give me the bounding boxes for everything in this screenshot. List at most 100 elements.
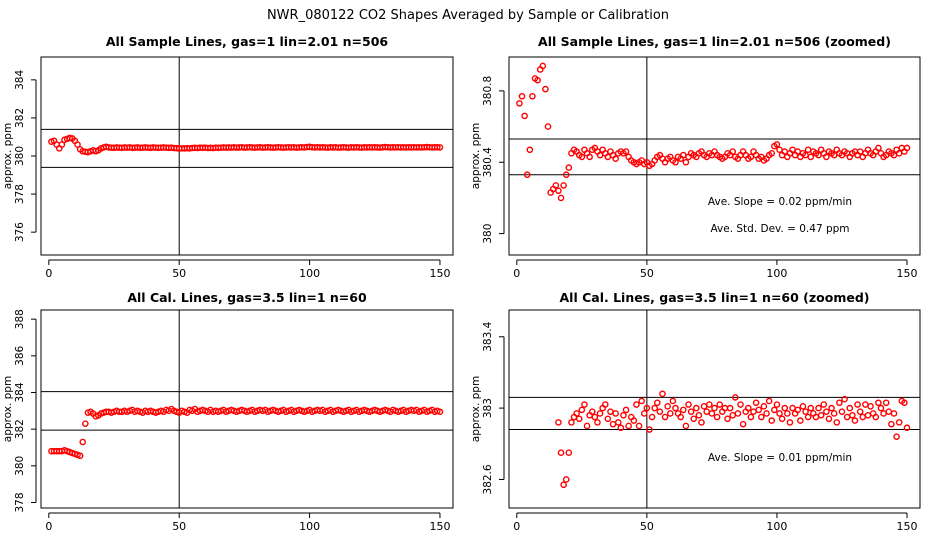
data-point [672, 404, 679, 412]
data-point [763, 410, 770, 417]
data-point [664, 403, 671, 410]
data-point [875, 399, 882, 407]
data-point [565, 449, 573, 457]
data-point [573, 410, 580, 417]
data-point [794, 406, 802, 414]
y-tick-label: 382 [14, 108, 26, 128]
data-point [700, 403, 708, 410]
data-point [877, 404, 885, 412]
data-point [687, 408, 695, 415]
data-point [581, 401, 588, 408]
y-tick-label: 383 [482, 398, 494, 418]
data-point [838, 408, 846, 415]
plot-frame [508, 56, 921, 256]
data-point [856, 408, 864, 415]
data-point [781, 404, 789, 412]
data-point [739, 420, 747, 428]
x-tick-label: 0 [513, 520, 520, 533]
plot-frame [508, 309, 921, 509]
data-point [560, 182, 567, 189]
data-point [588, 408, 596, 415]
data-point [843, 413, 851, 421]
y-tick-label: 386 [14, 345, 26, 365]
data-point [768, 150, 776, 157]
x-tick-label: 100 [299, 520, 320, 533]
x-tick-label: 150 [896, 520, 917, 533]
data-point [552, 182, 560, 189]
data-point [784, 410, 791, 417]
data-point [544, 123, 552, 130]
data-point [690, 415, 697, 423]
x-tick-label: 0 [45, 520, 52, 533]
data-point [880, 410, 887, 417]
data-point [786, 419, 794, 426]
data-point [893, 433, 900, 440]
data-point [620, 411, 627, 419]
y-axis-label: approx. ppm [2, 376, 14, 442]
data-point [651, 404, 658, 412]
y-tick-label: 380.4 [482, 147, 494, 177]
data-point [659, 390, 666, 398]
data-point [679, 406, 687, 414]
data-point [726, 404, 734, 412]
data-point [823, 408, 830, 415]
data-point [716, 401, 724, 408]
data-point [560, 481, 567, 489]
data-point [882, 399, 890, 407]
data-point [58, 141, 66, 148]
data-point [851, 417, 859, 424]
data-point [695, 411, 703, 419]
data-point [711, 404, 718, 412]
data-point [823, 153, 830, 161]
data-point [568, 419, 575, 426]
data-point [758, 413, 765, 421]
data-point [713, 413, 721, 421]
data-point [653, 399, 661, 407]
page-title: NWR_080122 CO2 Shapes Averaged by Sample… [267, 8, 669, 23]
data-point [864, 411, 872, 419]
annotation-text: Ave. Slope = 0.02 ppm/min [708, 196, 852, 208]
data-point [849, 411, 856, 419]
data-point [903, 144, 911, 152]
data-point [885, 408, 893, 415]
data-point [614, 419, 622, 426]
data-point [846, 404, 854, 412]
data-point [82, 420, 89, 427]
data-point [661, 413, 669, 421]
y-tick-label: 378 [14, 184, 26, 204]
data-point [828, 404, 835, 412]
data-point [648, 413, 656, 421]
data-point [526, 146, 534, 154]
data-point [854, 401, 861, 408]
data-point [875, 144, 882, 152]
data-point [776, 410, 783, 417]
data-point [685, 401, 692, 408]
data-point [555, 187, 562, 195]
data-point [669, 397, 677, 405]
data-point [804, 413, 812, 421]
y-tick-label: 378 [14, 492, 26, 512]
data-point [768, 417, 776, 424]
data-point [729, 148, 737, 155]
data-point [862, 401, 869, 408]
data-point [890, 410, 898, 417]
data-point [799, 403, 807, 410]
x-tick-label: 50 [172, 520, 186, 533]
data-point [643, 404, 651, 412]
x-tick-label: 100 [766, 267, 787, 280]
y-tick-label: 380 [14, 146, 26, 166]
data-point [434, 143, 441, 151]
data-point [797, 417, 804, 424]
data-point [66, 134, 73, 142]
annotation-text: Ave. Slope = 0.01 ppm/min [708, 452, 852, 464]
data-point [807, 153, 815, 161]
data-point [734, 410, 742, 417]
plot-frame [40, 56, 454, 256]
data-point [633, 401, 640, 408]
data-point [888, 420, 895, 428]
x-tick-label: 150 [429, 520, 450, 533]
data-point [765, 397, 773, 405]
data-point [867, 403, 874, 410]
y-axis-label: approx. ppm [2, 123, 14, 189]
